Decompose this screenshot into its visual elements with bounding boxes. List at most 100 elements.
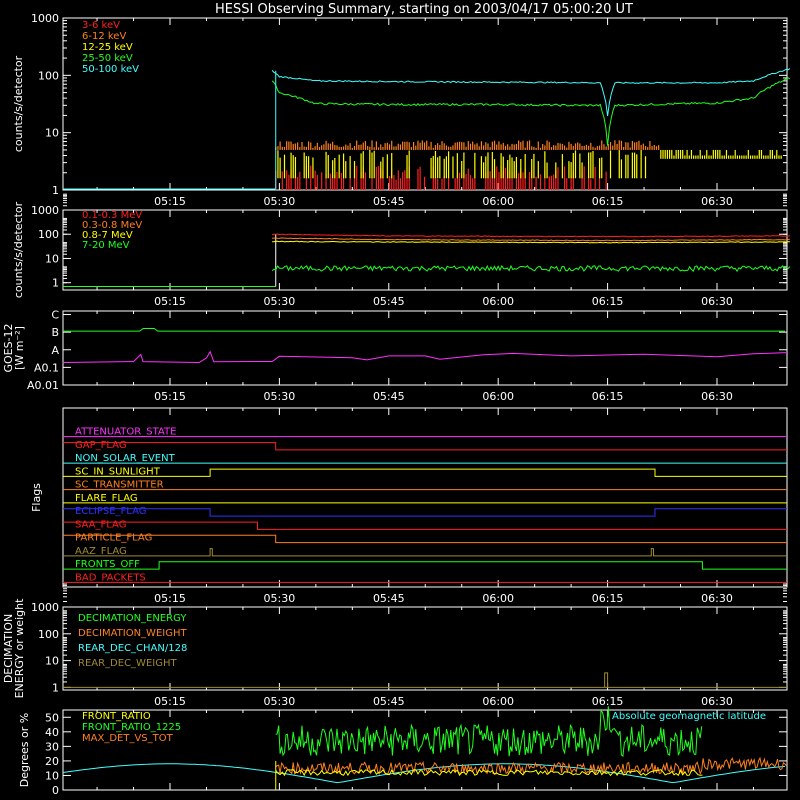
y-tick-label: 1000 [31, 601, 59, 614]
x-tick-label: 05:45 [373, 695, 405, 708]
y-tick-label: 0 [52, 784, 59, 797]
y-axis-label: counts/s/detector [12, 201, 25, 298]
y-tick-label: 1 [52, 184, 59, 197]
y-tick-label: A0.1 [34, 361, 59, 374]
flag-label: ATTENUATOR_STATE [75, 427, 176, 438]
x-tick-label: 05:15 [154, 390, 186, 403]
flag-trace [63, 468, 787, 477]
x-tick-label: 06:15 [592, 592, 624, 605]
legend-entry: 3-6 keV [82, 20, 120, 31]
y-axis-label: counts/s/detector [12, 55, 25, 152]
legend-entry: FRONT_RATIO_1225 [82, 722, 181, 733]
flag-label: PARTICLE_FLAG [75, 533, 152, 544]
x-tick-label: 06:00 [482, 195, 514, 208]
y-axis-label: DECIMATION [2, 614, 15, 683]
flag-label: FRONTS_OFF [75, 559, 140, 570]
series-line-25-50kev [271, 77, 791, 146]
x-tick-label: 06:15 [592, 390, 624, 403]
x-tick-label: 06:30 [701, 695, 733, 708]
annotation-geomagnetic: Absolute geomagnetic latitude [612, 711, 766, 722]
x-tick-label: 06:15 [592, 295, 624, 308]
x-tick-label: 06:00 [482, 695, 514, 708]
legend-entry: 6-12 keV [82, 31, 126, 42]
x-tick-label: 05:45 [373, 390, 405, 403]
series-line-front-ratio [275, 768, 703, 777]
series-line-max-det-vs-tot [275, 756, 787, 775]
x-tick-label: 05:30 [264, 295, 296, 308]
series-line-087mev [272, 240, 790, 244]
flag-trace [63, 508, 787, 517]
x-tick-label: 06:30 [701, 390, 733, 403]
decimation-spike [604, 672, 609, 688]
y-tick-label: A [51, 344, 59, 357]
y-axis-label: GOES-12 [2, 323, 15, 372]
y-tick-label: A0.01 [27, 379, 59, 392]
x-tick-label: 05:45 [373, 295, 405, 308]
flag-label: SC_IN_SUNLIGHT [75, 466, 161, 477]
x-tick-label: 05:15 [154, 195, 186, 208]
flag-trace [63, 521, 787, 530]
y-tick-label: 1 [52, 681, 59, 694]
y-tick-label: C [51, 309, 59, 322]
x-tick-label: 06:00 [482, 390, 514, 403]
y-tick-label: 10 [45, 655, 59, 668]
flag-label: BAD_PACKETS [75, 572, 146, 583]
x-tick-label: 05:30 [264, 592, 296, 605]
y-tick-label: 30 [45, 740, 59, 753]
legend-entry: 0.8-7 MeV [82, 230, 133, 241]
x-tick-label: 06:30 [701, 592, 733, 605]
y-tick-label: 1000 [31, 204, 59, 217]
x-tick-label: 06:15 [592, 695, 624, 708]
series-line-0103mev [272, 233, 791, 238]
series-line-front-ratio-1225 [275, 706, 703, 758]
y-axis-label: ENERGY or weight [13, 598, 26, 698]
legend-entry: DECIMATION_WEIGHT [78, 628, 187, 639]
x-tick-label: 05:30 [264, 390, 296, 403]
legend-entry: 25-50 keV [82, 53, 133, 64]
y-tick-label: 1 [52, 277, 59, 290]
y-axis-label: Flags [30, 483, 43, 512]
flag-label: AAZ_FLAG [75, 546, 127, 557]
y-tick-label: 10 [45, 252, 59, 265]
y-tick-label: 100 [38, 69, 59, 82]
legend-entry: MAX_DET_VS_TOT [82, 733, 174, 744]
y-tick-label: B [51, 326, 59, 339]
y-tick-label: 100 [38, 628, 59, 641]
y-tick-label: 50 [45, 711, 59, 724]
chart-title: HESSI Observing Summary, starting on 200… [215, 2, 633, 17]
y-tick-label: 10 [45, 769, 59, 782]
flag-label: SC_TRANSMITTER [75, 480, 164, 491]
legend-entry: DECIMATION_ENERGY [78, 613, 187, 624]
y-axis-label: Degrees or % [18, 713, 31, 787]
x-tick-label: 06:30 [701, 195, 733, 208]
x-tick-label: 05:30 [264, 195, 296, 208]
x-tick-label: 06:15 [592, 195, 624, 208]
legend-entry: 12-25 keV [82, 42, 133, 53]
x-tick-label: 05:15 [154, 695, 186, 708]
legend-entry: REAR_DEC_CHAN/128 [78, 643, 187, 654]
legend-entry: 0.1-0.3 MeV [82, 210, 142, 221]
y-axis-label: [W m⁻²] [13, 326, 26, 370]
flag-label: FLARE_FLAG [75, 493, 138, 504]
flag-trace [63, 561, 787, 570]
flag-trace [63, 534, 787, 544]
flag-label: SAA_FLAG [75, 519, 126, 530]
legend-entry: 50-100 keV [82, 64, 139, 75]
flag-trace [63, 442, 787, 451]
y-tick-label: 1000 [31, 12, 59, 25]
series-line-0308mev [272, 237, 790, 242]
legend-entry: 0.3-0.8 MeV [82, 220, 142, 231]
legend-entry: REAR_DEC_WEIGHT [78, 658, 177, 669]
y-tick-label: 40 [45, 726, 59, 739]
x-tick-label: 06:00 [482, 295, 514, 308]
goes-long-channel [63, 328, 785, 332]
x-tick-label: 05:15 [154, 295, 186, 308]
flag-trace [63, 548, 787, 557]
y-tick-label: 100 [38, 228, 59, 241]
series-line-50-100kev [271, 68, 791, 116]
series-line-720mev [271, 264, 791, 273]
goes-short-channel [62, 350, 788, 364]
flag-label: GAP_FLAG [75, 440, 127, 451]
